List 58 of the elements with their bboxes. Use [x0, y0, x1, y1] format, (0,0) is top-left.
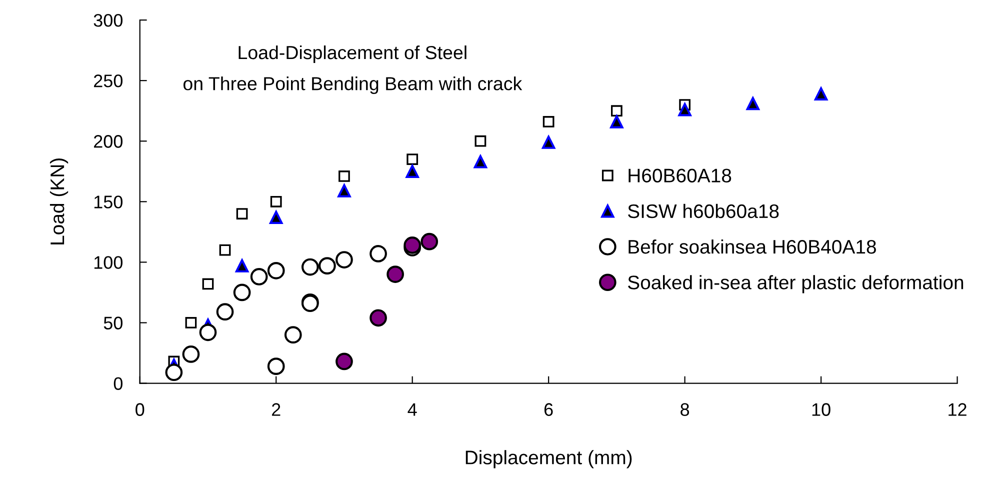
point: [474, 135, 486, 147]
point: [420, 232, 438, 250]
y-tick-label: 200: [94, 135, 122, 148]
point: [336, 251, 353, 268]
point: [814, 87, 828, 100]
point: [235, 259, 249, 272]
point: [301, 258, 319, 276]
legend-label: SISW h60b60a18: [628, 204, 779, 218]
point: [474, 155, 488, 168]
point: [318, 257, 336, 275]
point: [610, 115, 624, 128]
point: [270, 210, 283, 224]
legend-label: H60B60A18: [628, 168, 732, 182]
point: [746, 96, 760, 110]
legend-label: Soaked in-sea after plastic deformation: [628, 275, 964, 294]
y-axis-title: Load (KN): [50, 158, 68, 244]
point: [250, 268, 268, 286]
point: [338, 184, 351, 198]
point: [216, 303, 234, 321]
point: [370, 245, 387, 262]
x-tick-label: 4: [408, 403, 417, 416]
x-tick-label: 8: [680, 403, 690, 416]
point: [202, 278, 214, 290]
point: [270, 196, 282, 208]
point: [370, 309, 387, 327]
point: [219, 244, 231, 256]
y-tick-label: 250: [94, 74, 122, 88]
x-tick-label: 10: [812, 403, 830, 416]
x-tick-label: 6: [544, 403, 553, 416]
point: [610, 105, 622, 117]
point: [338, 170, 350, 182]
y-tick-label: 0: [114, 377, 122, 390]
y-tick-label: 300: [94, 14, 122, 27]
x-tick-label: 2: [272, 403, 280, 416]
point: [267, 358, 285, 375]
text: Load-Displacement of Steel on Three Point Bending Beam with crack: [183, 45, 522, 94]
y-tick-label: 100: [94, 256, 122, 269]
point: [386, 266, 404, 283]
point: [406, 164, 419, 178]
y-tick-label: 150: [94, 196, 122, 208]
point: [406, 154, 418, 165]
point: [199, 324, 217, 342]
point: [185, 317, 197, 328]
point: [236, 208, 248, 220]
legend-label: Befor soakinsea H60B40A18: [628, 239, 876, 254]
point: [678, 103, 692, 116]
point: [165, 364, 183, 382]
point: [336, 352, 353, 370]
x-axis-title: Displacement (mm): [466, 450, 632, 468]
point: [542, 136, 556, 149]
point: [542, 116, 554, 128]
x-tick-label: 0: [136, 403, 144, 416]
x-tick-label: 12: [948, 403, 966, 416]
y-tick-label: 50: [104, 316, 122, 330]
point: [182, 346, 200, 363]
point: [267, 262, 285, 280]
point: [284, 326, 302, 344]
point: [233, 284, 251, 302]
